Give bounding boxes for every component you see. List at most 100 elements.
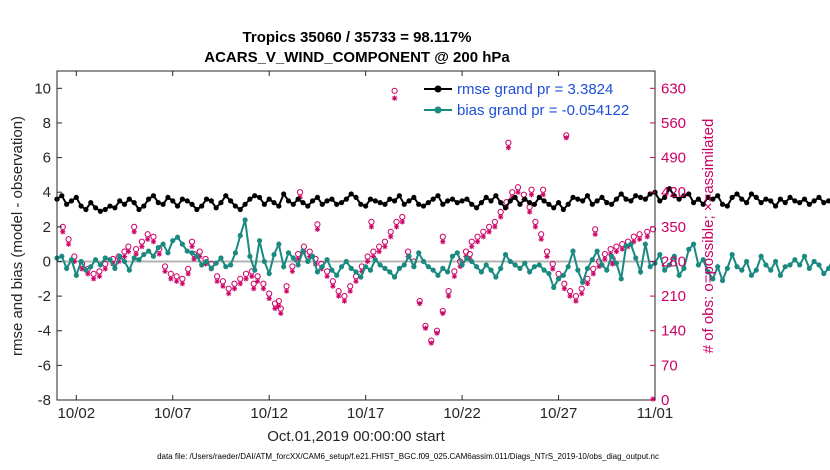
y-left-tick-label: 0	[43, 253, 51, 270]
rmse-point	[189, 201, 195, 207]
obs-possible-point	[131, 223, 138, 230]
rmse-point	[507, 198, 513, 204]
y-right-tick-label: 560	[661, 115, 686, 132]
obs-possible-point	[561, 280, 568, 287]
bias-point	[604, 267, 610, 273]
rmse-point	[763, 196, 769, 202]
bias-point	[826, 265, 830, 271]
rmse-point	[792, 198, 798, 204]
bias-point	[92, 257, 99, 263]
bias-point	[748, 272, 755, 278]
rmse-point	[546, 201, 552, 207]
obs-possible-point	[486, 223, 493, 230]
rmse-point	[276, 203, 282, 209]
x-tick-label: 10/17	[347, 405, 385, 422]
bias-point	[348, 265, 354, 271]
y-right-tick-label: 490	[661, 150, 686, 167]
obs-possible-point	[231, 280, 238, 287]
bias-point	[555, 276, 562, 282]
obs-possible-point	[306, 248, 313, 255]
bias-point	[584, 265, 591, 271]
rmse-point	[608, 201, 615, 207]
bias-point	[141, 251, 147, 258]
obs-possible-point	[391, 87, 398, 94]
rmse-point	[681, 193, 687, 199]
bias-point	[334, 272, 340, 278]
obs-possible-point	[368, 218, 375, 225]
obs-assimilated-point	[636, 236, 643, 242]
obs-possible-point	[138, 238, 145, 245]
obs-assimilated-point	[544, 253, 550, 260]
obs-assimilated-point	[573, 298, 579, 304]
y-left-tick-label: 6	[43, 150, 51, 167]
rmse-point	[715, 193, 721, 199]
rmse-point	[271, 200, 277, 206]
obs-assimilated-point	[486, 229, 492, 235]
rmse-point	[372, 198, 378, 204]
bias-point	[700, 257, 706, 263]
obs-possible-point	[196, 248, 203, 255]
bias-point	[83, 267, 89, 273]
rmse-point	[488, 198, 494, 204]
obs-assimilated-point	[631, 239, 637, 245]
bias-point	[430, 267, 436, 273]
obs-possible-point	[283, 283, 290, 290]
rmse-point	[411, 194, 417, 201]
bias-point	[203, 258, 210, 265]
obs-possible-point	[607, 246, 614, 253]
bias-point	[228, 262, 234, 268]
y-right-tick-label: 280	[661, 253, 686, 270]
footnote: data file: /Users/raeder/DAI/ATM_forcXX/…	[157, 452, 659, 461]
y-right-tick-label: 420	[661, 184, 686, 201]
bias-point	[536, 262, 542, 268]
x-axis: 10/02 10/07 10/12 10/17 10/22 10/27 11/01	[58, 71, 673, 422]
rmse-point	[107, 203, 113, 209]
bias-point	[391, 274, 398, 280]
rmse-point	[478, 200, 484, 206]
rmse-point	[445, 198, 451, 204]
rmse-point	[584, 193, 591, 199]
obs-possible-point	[538, 231, 545, 238]
rmse-point	[382, 201, 388, 207]
bias-point	[68, 257, 75, 263]
obs-assimilated-point	[145, 236, 151, 242]
rmse-point	[676, 196, 682, 202]
rmse-point	[768, 198, 774, 204]
obs-assimilated-point	[289, 268, 295, 274]
obs-assimilated-point	[214, 278, 220, 284]
rmse-point	[102, 206, 108, 213]
bias-point	[464, 255, 470, 261]
bias-point	[782, 264, 788, 270]
rmse-point	[604, 200, 610, 206]
obs-assimilated-point	[364, 258, 371, 265]
bias-point	[637, 269, 644, 275]
rmse-point	[806, 201, 812, 207]
rmse-point	[73, 194, 79, 201]
rmse-point	[420, 203, 427, 209]
bias-point	[575, 267, 581, 273]
obs-assimilated-point	[65, 241, 72, 247]
rmse-point	[671, 193, 677, 199]
y-left-tick-label: -4	[38, 323, 51, 340]
obs-possible-point	[96, 268, 103, 275]
rmse-point	[252, 193, 258, 199]
bias-point	[261, 258, 267, 265]
bias-point	[527, 269, 533, 275]
rmse-point	[826, 198, 830, 204]
obs-possible-point	[296, 189, 304, 196]
rmse-point	[744, 200, 750, 206]
bias-point	[618, 276, 624, 282]
bias-point	[377, 262, 383, 268]
obs-possible-point	[439, 233, 446, 240]
y-right-tick-label: 630	[661, 80, 686, 97]
bias-point	[97, 262, 104, 268]
obs-assimilated-point	[540, 192, 546, 198]
bias-point	[445, 269, 451, 275]
rmse-point	[92, 205, 99, 211]
obs-possible-point	[266, 290, 273, 297]
bias-point	[338, 264, 345, 270]
bias-point	[237, 232, 243, 239]
x-tick-label: 11/01	[637, 405, 673, 422]
obs-assimilated-point	[619, 246, 625, 252]
obs-assimilated-point	[150, 239, 157, 245]
